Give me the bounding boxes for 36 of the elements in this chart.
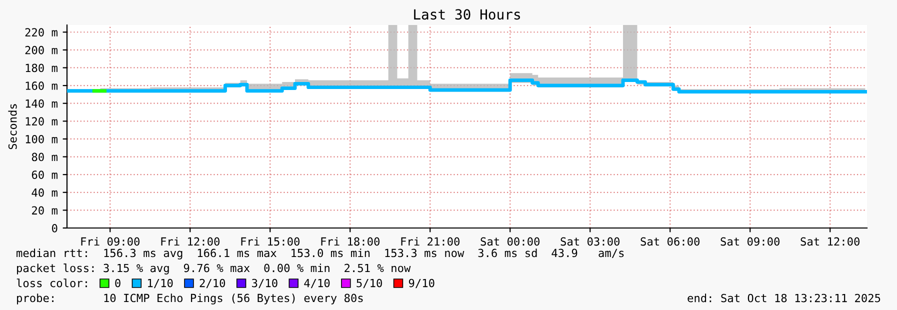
legend-label: 9/10 <box>408 278 434 288</box>
x-tick-label: Sat 06:00 <box>640 237 700 246</box>
x-tick-label: Fri 15:00 <box>241 237 300 246</box>
y-tick-label: 80 m <box>32 152 58 162</box>
x-tick-label: Fri 18:00 <box>321 237 380 246</box>
legend-label: 3/10 <box>252 278 278 288</box>
text: end: Sat Oct 18 13:23:11 2025 <box>688 294 880 302</box>
y-tick-label: 60 m <box>32 170 58 179</box>
text: median rtt: 156.3 ms avg 166.1 ms max 153.0 ms min 153.3 ms now 3.6 ms sd 43.9 am/s <box>16 248 624 260</box>
legend-label: 2/10 <box>200 278 226 288</box>
text: packet loss: 3.15 % avg 9.76 % max 0.00 % min 2.51 % now <box>17 264 411 274</box>
legend-label: 0 <box>115 278 120 288</box>
legend-label: 1/10 <box>148 278 173 288</box>
x-tick-label: Fri 21:00 <box>401 237 460 246</box>
x-tick-label: Fri 09:00 <box>81 237 140 246</box>
legend-label: 4/10 <box>304 278 330 288</box>
y-tick-label: 140 m <box>26 99 58 108</box>
y-tick-label: 40 m <box>32 188 58 197</box>
y-tick-label: 0 <box>52 224 58 232</box>
y-tick-label: 160 m <box>26 82 58 90</box>
x-tick-label: Fri 12:00 <box>161 237 220 246</box>
x-tick-label: Sat 00:00 <box>480 237 540 246</box>
y-tick-label: 180 m <box>26 64 58 72</box>
y-tick-label: 200 m <box>25 46 58 54</box>
chart-title: Last 30 Hours <box>414 9 520 20</box>
x-tick-label: Sat 12:00 <box>800 237 860 246</box>
x-tick-label: Sat 03:00 <box>560 237 620 246</box>
y-tick-label: 100 m <box>26 134 58 144</box>
y-tick-label: 20 m <box>32 206 58 215</box>
y-tick-label: 220 m <box>25 28 58 37</box>
legend-label: 5/10 <box>356 278 382 288</box>
y-axis-title: Seconds <box>8 104 17 150</box>
text: probe: 10 ICMP Echo Pings (56 Bytes) every 80s <box>17 294 363 304</box>
legend-title: loss color: <box>16 278 87 288</box>
x-tick-label: Sat 09:00 <box>720 237 780 246</box>
y-tick-label: 120 m <box>26 117 58 126</box>
